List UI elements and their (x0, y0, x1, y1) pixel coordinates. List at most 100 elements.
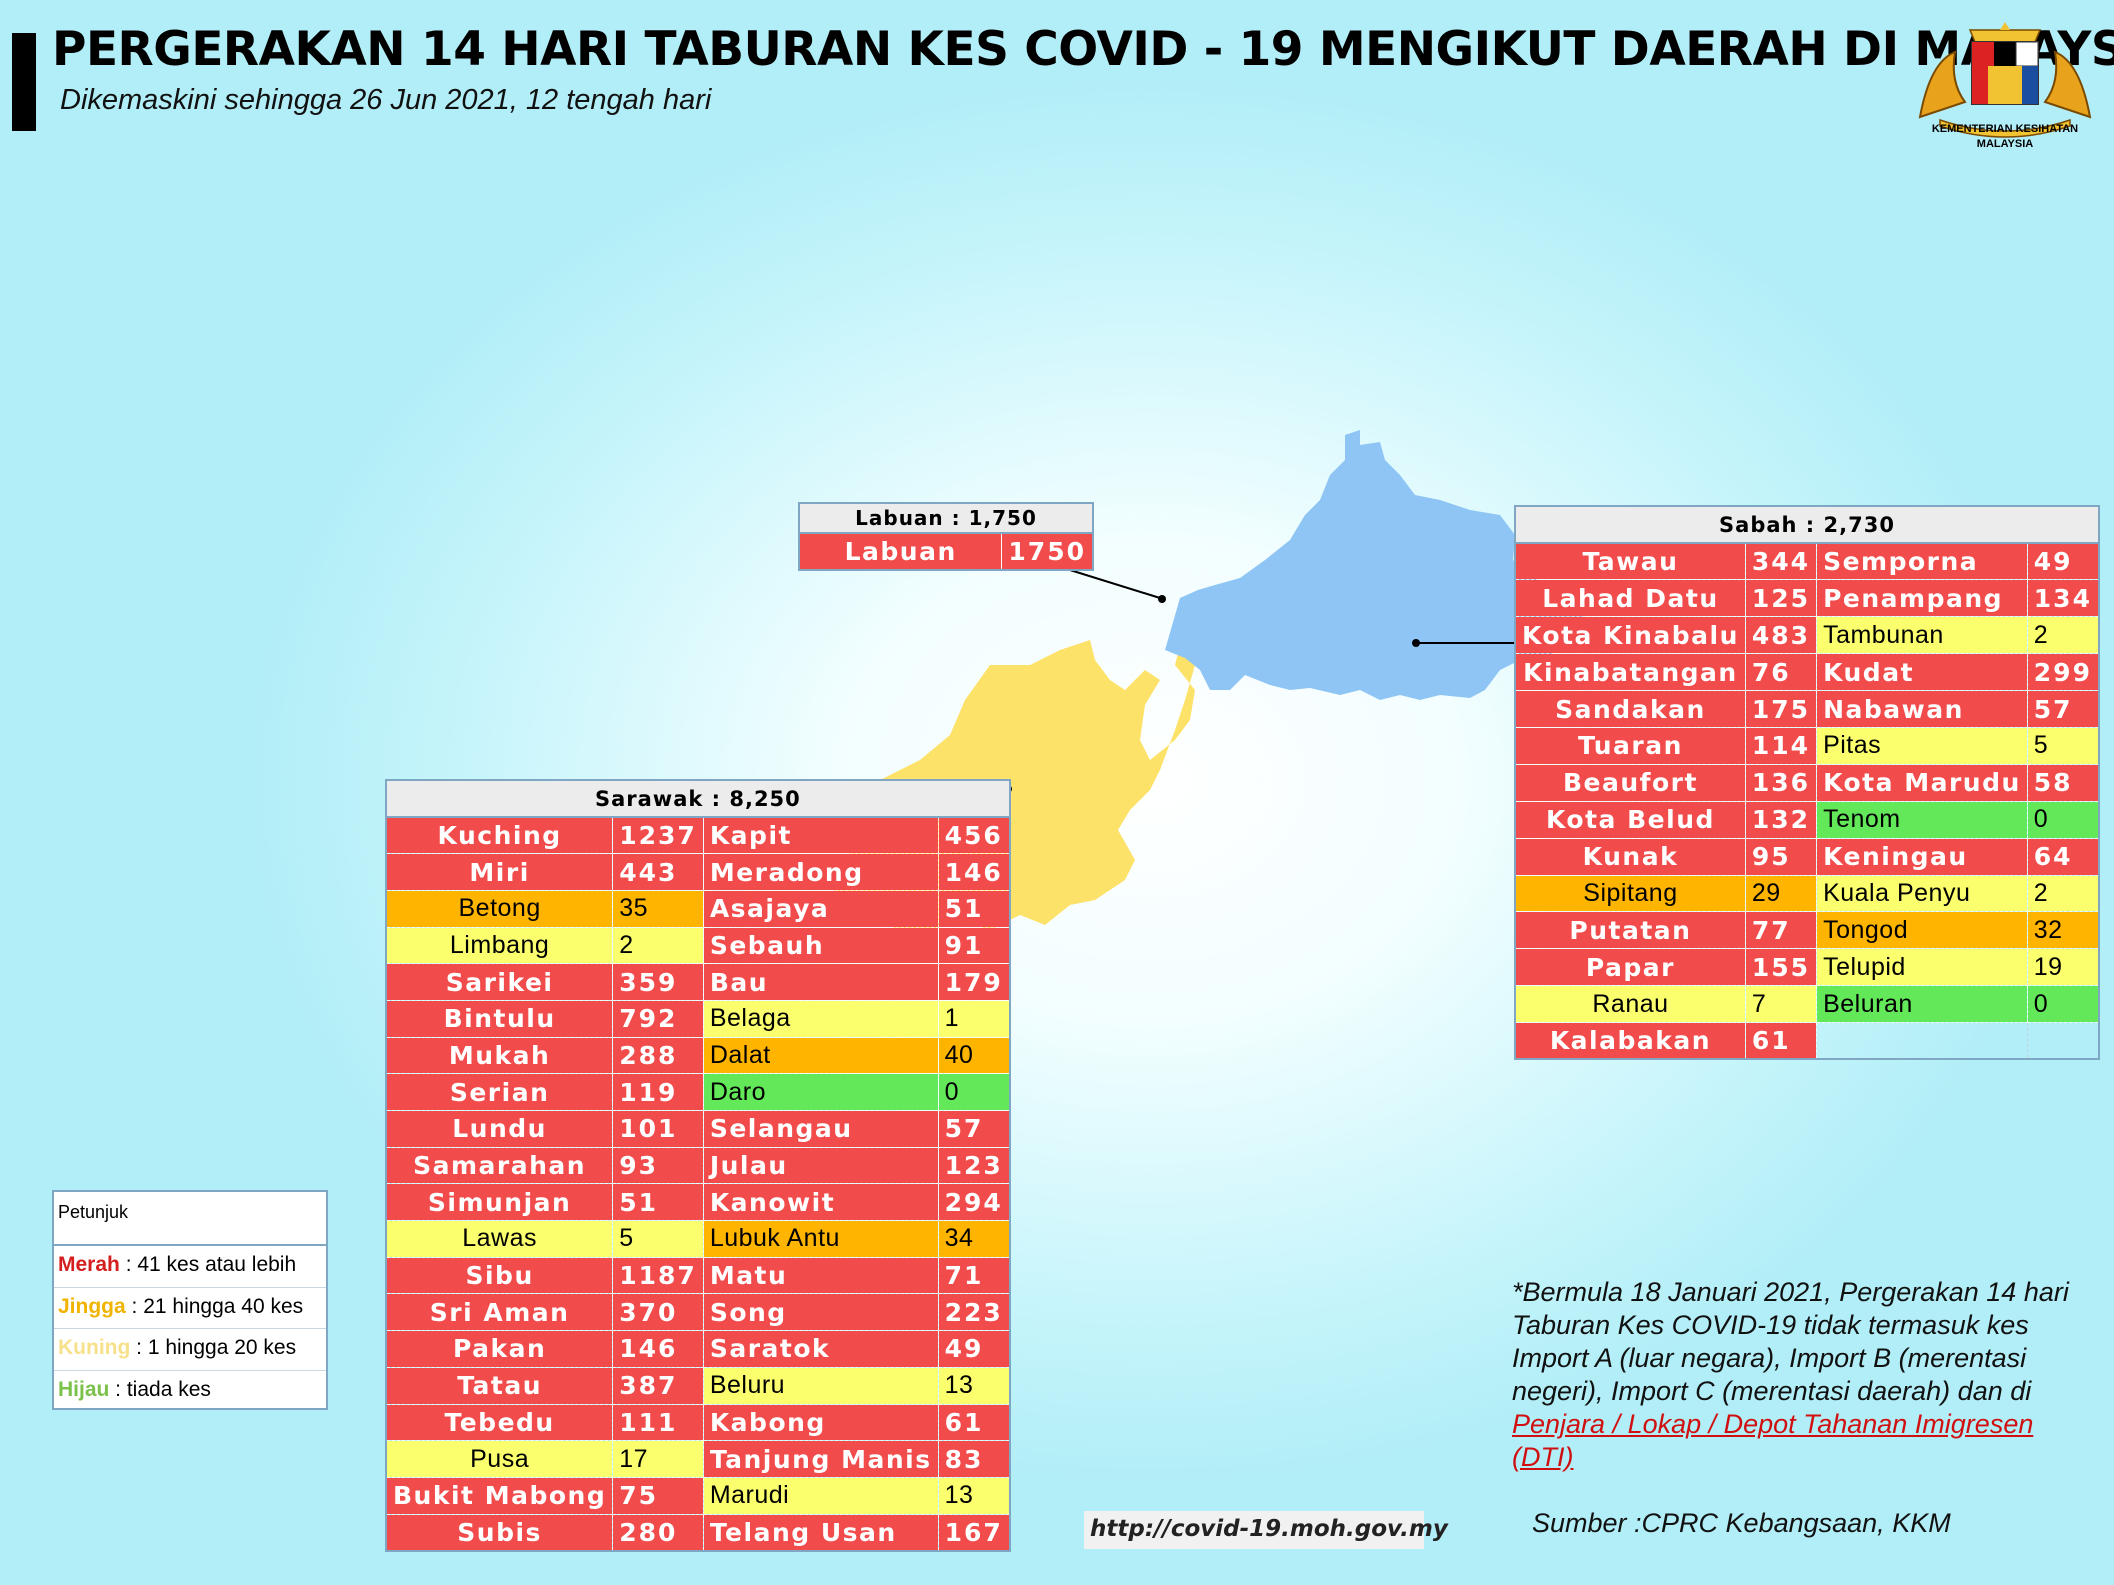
case-count: 123 (937, 1146, 1011, 1185)
sarawak-table: Sarawak : 8,250 Kuching 1237 Kapit 456 Miri 4… (385, 779, 1011, 1552)
district-name: Tatau (385, 1366, 614, 1405)
district-name: Tanjung Manis (702, 1440, 939, 1478)
case-count: 34 (937, 1220, 1011, 1258)
legend-item-kuning: Kuning : 1 hingga 20 kes (54, 1329, 326, 1371)
district-name: Serian (385, 1073, 614, 1111)
case-count: 71 (937, 1256, 1011, 1295)
district-name: Bukit Mabong (385, 1476, 614, 1515)
case-count: 7 (1744, 985, 1818, 1024)
sabah-table: Sabah : 2,730 Tawau 344 Semporna 49 Lahad Da… (1514, 505, 2100, 1061)
table-row: Miri 443 Meradong 146 (385, 853, 1011, 891)
table-row: Sri Aman 370 Song 223 (385, 1293, 1011, 1332)
table-row: Kota Kinabalu 483 Tambunan 2 (1514, 616, 2100, 655)
table-row: Kuching 1237 Kapit 456 (385, 816, 1011, 855)
district-name: Telupid (1816, 948, 2028, 987)
case-count: 17 (612, 1440, 704, 1478)
table-row: Sibu 1187 Matu 71 (385, 1256, 1011, 1295)
table-row: Samarahan 93 Julau 123 (385, 1146, 1011, 1185)
district-name: Tenom (1816, 800, 2028, 839)
district-name: Sarikei (385, 963, 614, 1001)
district-name: Beluru (702, 1366, 939, 1405)
district-name: Kota Kinabalu (1514, 616, 1746, 655)
table-row: Kinabatangan 76 Kudat 299 (1514, 653, 2100, 692)
district-name: Tawau (1514, 542, 1746, 581)
table-row: Tatau 387 Beluru 13 (385, 1366, 1011, 1405)
district-name: Miri (385, 853, 614, 891)
table-row: Sarikei 359 Bau 179 (385, 963, 1011, 1001)
district-name: Daro (702, 1073, 939, 1111)
district-name: Labuan (798, 532, 1003, 571)
case-count: 483 (1744, 616, 1818, 655)
labuan-marker (1158, 595, 1166, 603)
district-name: Sebauh (702, 926, 939, 965)
district-name: Subis (385, 1513, 614, 1552)
case-count (2026, 1022, 2100, 1060)
case-count: 167 (937, 1513, 1011, 1552)
case-count: 77 (1744, 911, 1818, 950)
district-name: Simunjan (385, 1183, 614, 1222)
table-row: Simunjan 51 Kanowit 294 (385, 1183, 1011, 1222)
case-count: 456 (937, 816, 1011, 855)
coat-of-arms-logo (1918, 22, 2092, 138)
district-name: Belaga (702, 999, 939, 1038)
table-row: Bukit Mabong 75 Marudi 13 (385, 1476, 1011, 1515)
case-count: 83 (937, 1440, 1011, 1478)
case-count: 32 (2026, 911, 2100, 950)
table-row: Kunak 95 Keningau 64 (1514, 837, 2100, 876)
case-count: 95 (1744, 837, 1818, 876)
district-name: Kuching (385, 816, 614, 855)
district-name: Pakan (385, 1330, 614, 1368)
table-row: Serian 119 Daro 0 (385, 1073, 1011, 1111)
case-count: 344 (1744, 542, 1818, 581)
table-row: Pusa 17 Tanjung Manis 83 (385, 1440, 1011, 1478)
case-count: 93 (612, 1146, 704, 1185)
case-count: 1187 (612, 1256, 704, 1295)
district-name: Kabong (702, 1403, 939, 1442)
sabah-region (1165, 430, 1590, 700)
case-count: 51 (612, 1183, 704, 1222)
table-row: Labuan 1750 (798, 532, 1094, 571)
case-count: 40 (937, 1036, 1011, 1075)
district-name: Marudi (702, 1476, 939, 1515)
district-name: Asajaya (702, 889, 939, 928)
district-name: Dalat (702, 1036, 939, 1075)
website-url[interactable]: http://covid-19.moh.gov.my (1084, 1511, 1448, 1549)
case-count: 792 (612, 999, 704, 1038)
case-count: 179 (937, 963, 1011, 1001)
table-row: Papar 155 Telupid 19 (1514, 948, 2100, 987)
district-name: Sri Aman (385, 1293, 614, 1332)
district-name: Papar (1514, 948, 1746, 987)
district-name: Kanowit (702, 1183, 939, 1222)
legend-title: Petunjuk (54, 1192, 326, 1246)
case-count: 134 (2026, 579, 2100, 618)
case-count: 61 (937, 1403, 1011, 1442)
table-row: Tebedu 111 Kabong 61 (385, 1403, 1011, 1442)
district-name: Matu (702, 1256, 939, 1295)
case-count: 5 (612, 1220, 704, 1258)
footnote: *Bermula 18 Januari 2021, Pergerakan 14 … (1512, 1277, 2069, 1472)
district-name: Pusa (385, 1440, 614, 1478)
case-count: 13 (937, 1476, 1011, 1515)
district-name: Tongod (1816, 911, 2028, 950)
legend-item-merah: Merah : 41 kes atau lebih (54, 1246, 326, 1288)
district-name: Lawas (385, 1220, 614, 1258)
footnote-link[interactable]: Penjara / Lokap / Depot Tahanan Imigrese… (1512, 1409, 2034, 1472)
district-name: Lahad Datu (1514, 579, 1746, 618)
case-count: 294 (937, 1183, 1011, 1222)
district-name: Kapit (702, 816, 939, 855)
page-title: PERGERAKAN 14 HARI TABURAN KES COVID - 1… (52, 22, 2114, 77)
case-count: 146 (937, 853, 1011, 891)
district-name: Kota Marudu (1816, 763, 2028, 802)
table-row: Kalabakan 61 (1514, 1022, 2100, 1060)
table-row: Kota Belud 132 Tenom 0 (1514, 800, 2100, 839)
district-name: Tebedu (385, 1403, 614, 1442)
district-name: Sandakan (1514, 690, 1746, 728)
district-name: Julau (702, 1146, 939, 1185)
case-count: 5 (2026, 726, 2100, 765)
case-count: 146 (612, 1330, 704, 1368)
case-count: 58 (2026, 763, 2100, 802)
district-name: Kunak (1514, 837, 1746, 876)
case-count: 288 (612, 1036, 704, 1075)
case-count: 57 (2026, 690, 2100, 728)
case-count: 2 (612, 926, 704, 965)
